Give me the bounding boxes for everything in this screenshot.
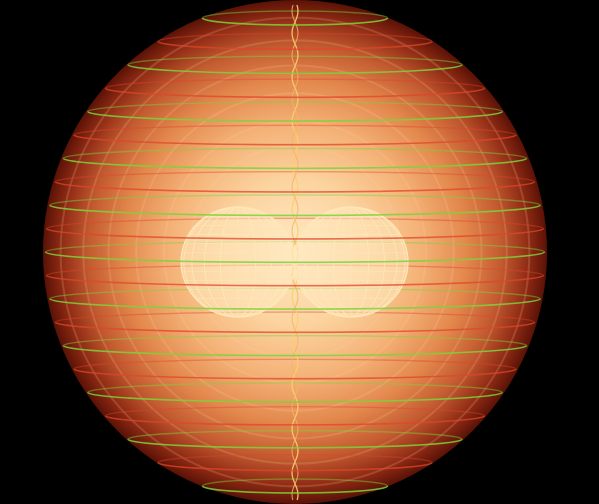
- ring-front-arc: [87, 391, 503, 403]
- ring-front-arc: [62, 345, 528, 357]
- ring-front-arc: [104, 415, 486, 426]
- ring-front-arc: [201, 485, 389, 494]
- ring-back-arc: [62, 147, 528, 159]
- sphere-shell: [82, 39, 508, 465]
- ring-back-arc: [157, 453, 433, 463]
- ring-front-arc: [127, 64, 463, 75]
- ring-back-arc: [49, 287, 541, 300]
- ring-front-arc: [201, 17, 389, 26]
- ring-front-arc: [49, 298, 541, 310]
- ring-front-arc: [104, 87, 486, 99]
- ring-front-arc: [157, 462, 433, 472]
- ring-back-arc: [73, 124, 517, 136]
- ring-front-arc: [87, 111, 503, 122]
- ring-back-arc: [49, 194, 541, 206]
- ring-back-arc: [54, 311, 536, 323]
- ring-front-arc: [73, 368, 517, 380]
- ring-back-arc: [87, 382, 503, 393]
- ring-back-arc: [157, 32, 433, 42]
- ring-front-arc: [62, 157, 528, 170]
- sphere-shell: [135, 92, 455, 412]
- ring-back-arc: [54, 170, 536, 183]
- ring-front-arc: [127, 438, 463, 449]
- ring-back-arc: [104, 406, 486, 417]
- ring-back-arc: [127, 55, 463, 66]
- ring-back-arc: [201, 10, 389, 19]
- ring-front-arc: [45, 274, 545, 287]
- ring-back-arc: [104, 78, 486, 89]
- ring-back-arc: [201, 478, 389, 487]
- rings-front: [44, 17, 546, 494]
- ring-back-arc: [73, 358, 517, 370]
- rings-back: [44, 10, 546, 487]
- ring-front-arc: [73, 134, 517, 146]
- ring-front-arc: [45, 228, 545, 240]
- ring-back-arc: [62, 334, 528, 346]
- ring-front-arc: [157, 40, 433, 51]
- ring-front-arc: [44, 251, 546, 264]
- ring-front-arc: [49, 204, 541, 217]
- ring-front-arc: [54, 181, 536, 193]
- ring-front-arc: [54, 321, 536, 334]
- sphere-shell: [59, 16, 531, 488]
- ring-back-arc: [127, 429, 463, 440]
- ring-back-arc: [87, 101, 503, 112]
